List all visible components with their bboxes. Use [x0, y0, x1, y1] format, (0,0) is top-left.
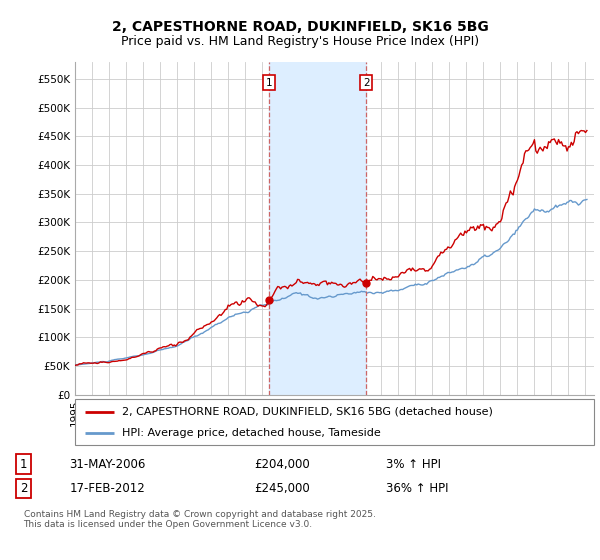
Text: £204,000: £204,000 — [254, 458, 310, 471]
Text: 2, CAPESTHORNE ROAD, DUKINFIELD, SK16 5BG: 2, CAPESTHORNE ROAD, DUKINFIELD, SK16 5B… — [112, 20, 488, 34]
Text: 2: 2 — [20, 482, 27, 495]
Bar — [269, 62, 367, 395]
Text: 2: 2 — [363, 78, 370, 88]
Text: 2, CAPESTHORNE ROAD, DUKINFIELD, SK16 5BG (detached house): 2, CAPESTHORNE ROAD, DUKINFIELD, SK16 5B… — [122, 407, 493, 417]
Text: 3% ↑ HPI: 3% ↑ HPI — [386, 458, 442, 471]
FancyBboxPatch shape — [75, 399, 594, 445]
Text: Price paid vs. HM Land Registry's House Price Index (HPI): Price paid vs. HM Land Registry's House … — [121, 35, 479, 48]
Text: 31-MAY-2006: 31-MAY-2006 — [70, 458, 146, 471]
Text: 36% ↑ HPI: 36% ↑ HPI — [386, 482, 449, 495]
Text: 17-FEB-2012: 17-FEB-2012 — [70, 482, 145, 495]
Text: 1: 1 — [20, 458, 27, 471]
Text: HPI: Average price, detached house, Tameside: HPI: Average price, detached house, Tame… — [122, 428, 380, 438]
Text: Contains HM Land Registry data © Crown copyright and database right 2025.
This d: Contains HM Land Registry data © Crown c… — [23, 510, 376, 529]
Text: £245,000: £245,000 — [254, 482, 310, 495]
Text: 1: 1 — [266, 78, 272, 88]
